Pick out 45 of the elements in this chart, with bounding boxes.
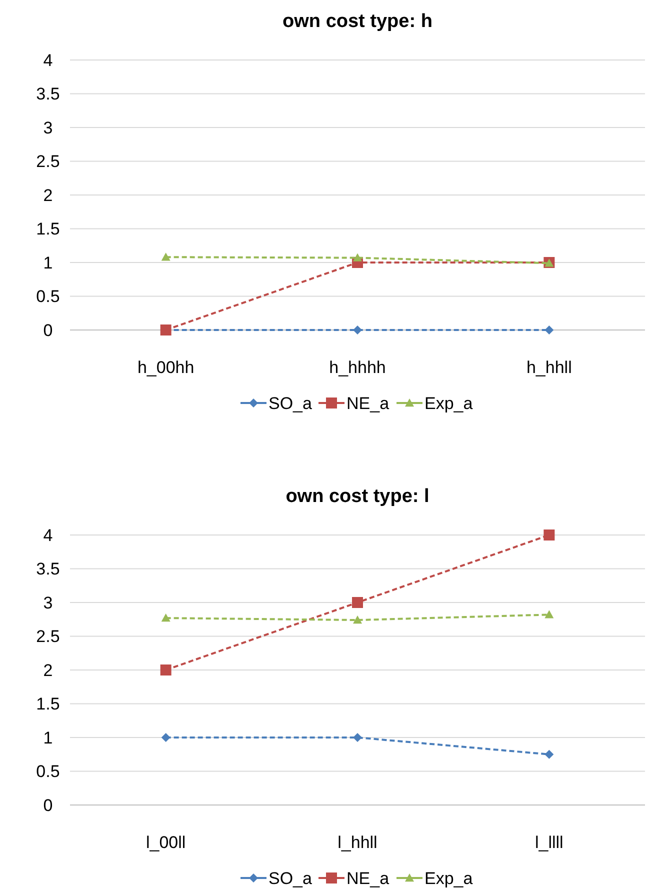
y-tick-label: 0.5 — [36, 762, 60, 782]
y-tick-label: 3 — [43, 118, 53, 138]
point — [352, 597, 363, 608]
y-tick-label: 1.5 — [36, 220, 60, 239]
y-tick-label: 1.5 — [36, 694, 60, 714]
y-tick-label: 3 — [43, 593, 53, 612]
point — [353, 733, 362, 742]
x-tick-label: h_hhll — [526, 358, 572, 377]
legend-label: Exp_a — [424, 868, 474, 888]
point — [544, 610, 554, 618]
x-tick-label: h_hhhh — [329, 358, 386, 377]
point — [160, 664, 172, 676]
legend-label: SO_a — [268, 394, 313, 413]
y-tick-label: 4 — [43, 50, 53, 70]
point — [353, 326, 362, 334]
point — [161, 252, 170, 261]
y-tick-label: 2 — [43, 186, 53, 205]
y-tick-label: 3.5 — [36, 560, 60, 579]
y-tick-label: 0.5 — [36, 287, 60, 306]
y-tick-label: 2.5 — [36, 152, 60, 172]
point — [544, 530, 555, 540]
point — [544, 326, 554, 334]
legend-label: Exp_a — [424, 394, 474, 413]
y-tick-label: 2 — [43, 660, 53, 680]
x-tick-label: h_00hh — [137, 358, 194, 377]
legend-label: NE_a — [346, 394, 390, 413]
y-tick-label: 3.5 — [36, 84, 60, 104]
chart-title: own cost type: h — [282, 11, 432, 32]
point — [544, 750, 554, 759]
y-tick-label: 1 — [43, 253, 53, 272]
point — [161, 733, 170, 742]
y-tick-label: 0 — [43, 796, 53, 815]
chart-title: own cost type: l — [286, 486, 430, 507]
y-tick-label: 1 — [43, 728, 53, 748]
point — [161, 614, 170, 622]
point — [353, 253, 362, 262]
legend-label: SO_a — [268, 868, 313, 888]
x-tick-label: l_llll — [534, 833, 564, 852]
point — [353, 616, 362, 624]
legend-label: NE_a — [346, 868, 390, 888]
x-tick-label: l_00ll — [146, 833, 186, 852]
y-tick-label: 4 — [43, 526, 53, 545]
y-tick-label: 0 — [43, 320, 53, 340]
x-tick-label: l_hhll — [338, 833, 378, 852]
y-tick-label: 2.5 — [36, 627, 60, 646]
